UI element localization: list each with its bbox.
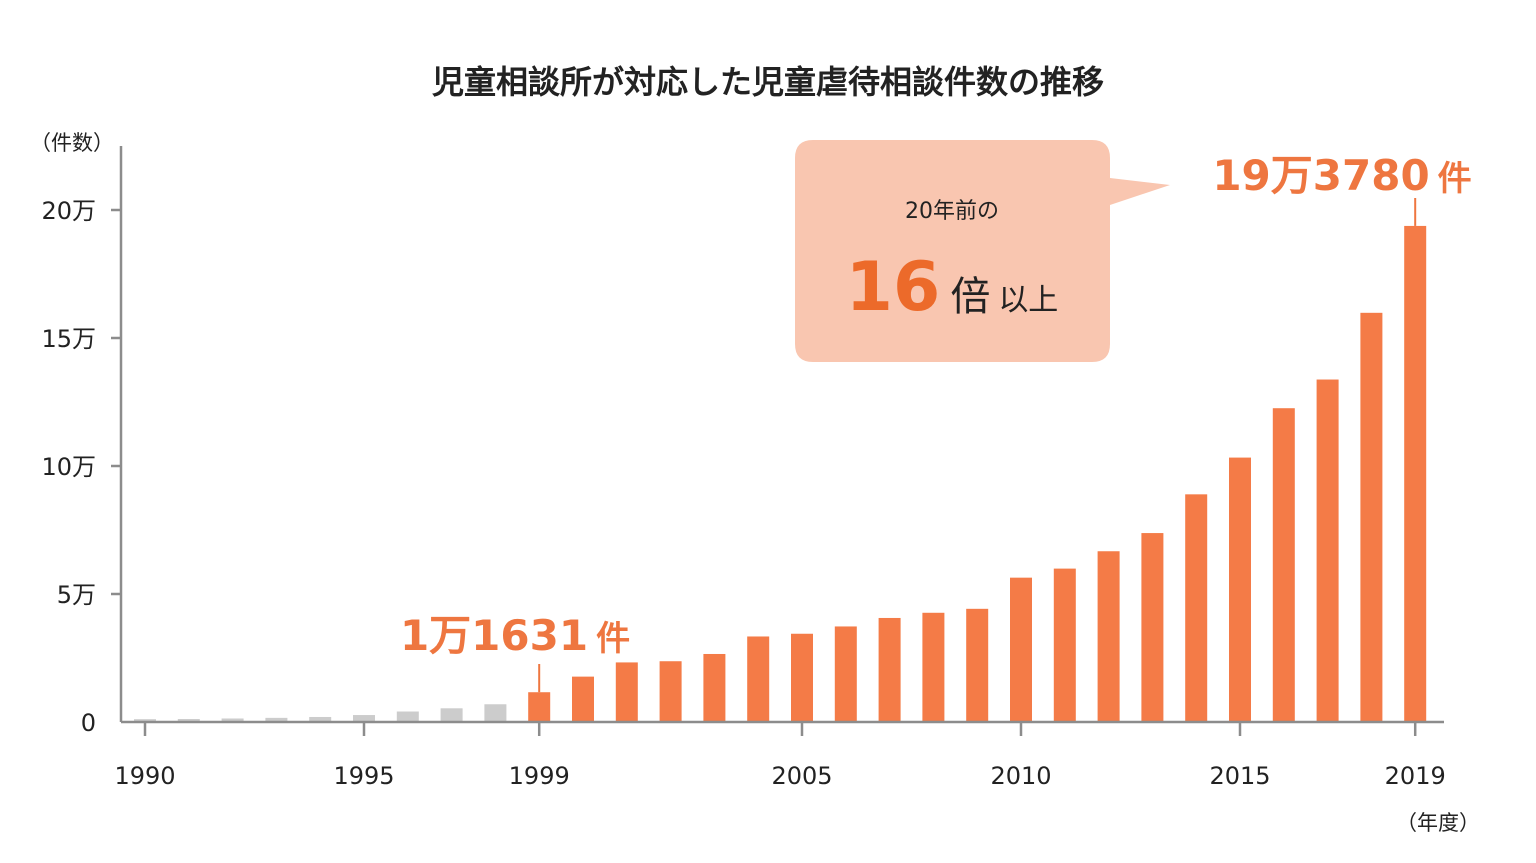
bar-2016 (1272, 408, 1295, 722)
y-tick-label: 20万 (41, 197, 96, 225)
bar-2018 (1360, 312, 1383, 722)
bar-2002 (659, 661, 682, 722)
x-axis-unit-label: （年度） (1396, 811, 1480, 835)
x-tick-label: 2010 (990, 762, 1051, 790)
callout-2019-value: 19万3780 (1212, 151, 1429, 200)
bar-2008 (922, 612, 945, 722)
x-tick-label: 2005 (771, 762, 832, 790)
bar-2019 (1404, 225, 1427, 722)
bar-2012 (1097, 551, 1120, 722)
y-axis: 0 5万 10万 15万 20万 (41, 146, 123, 737)
y-tick-label: 5万 (57, 581, 96, 609)
y-tick-label: 0 (81, 709, 96, 737)
bar-2001 (615, 662, 638, 722)
bar-2005 (791, 633, 813, 722)
bar-2003 (703, 653, 726, 722)
callout-2019: 19万3780 件 (1212, 151, 1471, 200)
callout-2019-unit: 件 (1438, 159, 1472, 199)
bar-1993 (265, 717, 288, 722)
y-tick-label: 10万 (41, 453, 96, 481)
y-tick-label: 15万 (41, 325, 96, 353)
speech-bubble-shape (795, 140, 1170, 362)
bubble-line1: 20年前の (905, 199, 999, 224)
bar-2006 (834, 626, 857, 722)
bubble-ratio-number: 16 (846, 248, 941, 327)
callout-1999: 1万1631 件 (400, 611, 630, 660)
x-tick-label: 2019 (1385, 762, 1446, 790)
bar-2000 (572, 676, 594, 722)
chart-title: 児童相談所が対応した児童虐待相談件数の推移 (432, 63, 1104, 101)
x-tick-label: 1990 (114, 762, 175, 790)
bar-2009 (966, 608, 989, 722)
bar-1998 (484, 704, 507, 722)
x-tick-label: 1999 (509, 762, 570, 790)
x-tick-label: 1995 (333, 762, 394, 790)
bar-1995 (353, 715, 375, 722)
bars (134, 225, 1427, 722)
bar-1990 (134, 719, 156, 722)
callout-1999-unit: 件 (596, 619, 630, 659)
bubble-ratio-unit: 倍 (950, 274, 990, 320)
bar-2011 (1053, 568, 1076, 722)
bar-2013 (1141, 533, 1164, 722)
speech-bubble: 20年前の 16 倍以上 (795, 140, 1170, 362)
y-axis-unit-label: （件数） (30, 131, 114, 155)
bar-2017 (1316, 379, 1339, 722)
callout-1999-value: 1万1631 (400, 611, 588, 660)
bar-2007 (878, 617, 901, 722)
bar-1997 (440, 708, 463, 722)
bubble-ratio-suffix: 以上 (998, 283, 1058, 318)
bar-2015 (1229, 457, 1251, 722)
bar-1991 (177, 719, 200, 722)
bar-2010 (1010, 577, 1032, 722)
x-axis: 1990 1995 1999 2005 2010 2015 2019 (114, 720, 1446, 790)
bar-1999 (528, 692, 551, 722)
bar-2004 (747, 636, 770, 722)
bar-2014 (1185, 494, 1208, 722)
bubble-ratio: 16 倍以上 (846, 248, 1059, 327)
bar-1996 (396, 711, 419, 722)
bar-1992 (221, 718, 244, 722)
bar-1994 (309, 716, 332, 722)
x-tick-label: 2015 (1209, 762, 1270, 790)
